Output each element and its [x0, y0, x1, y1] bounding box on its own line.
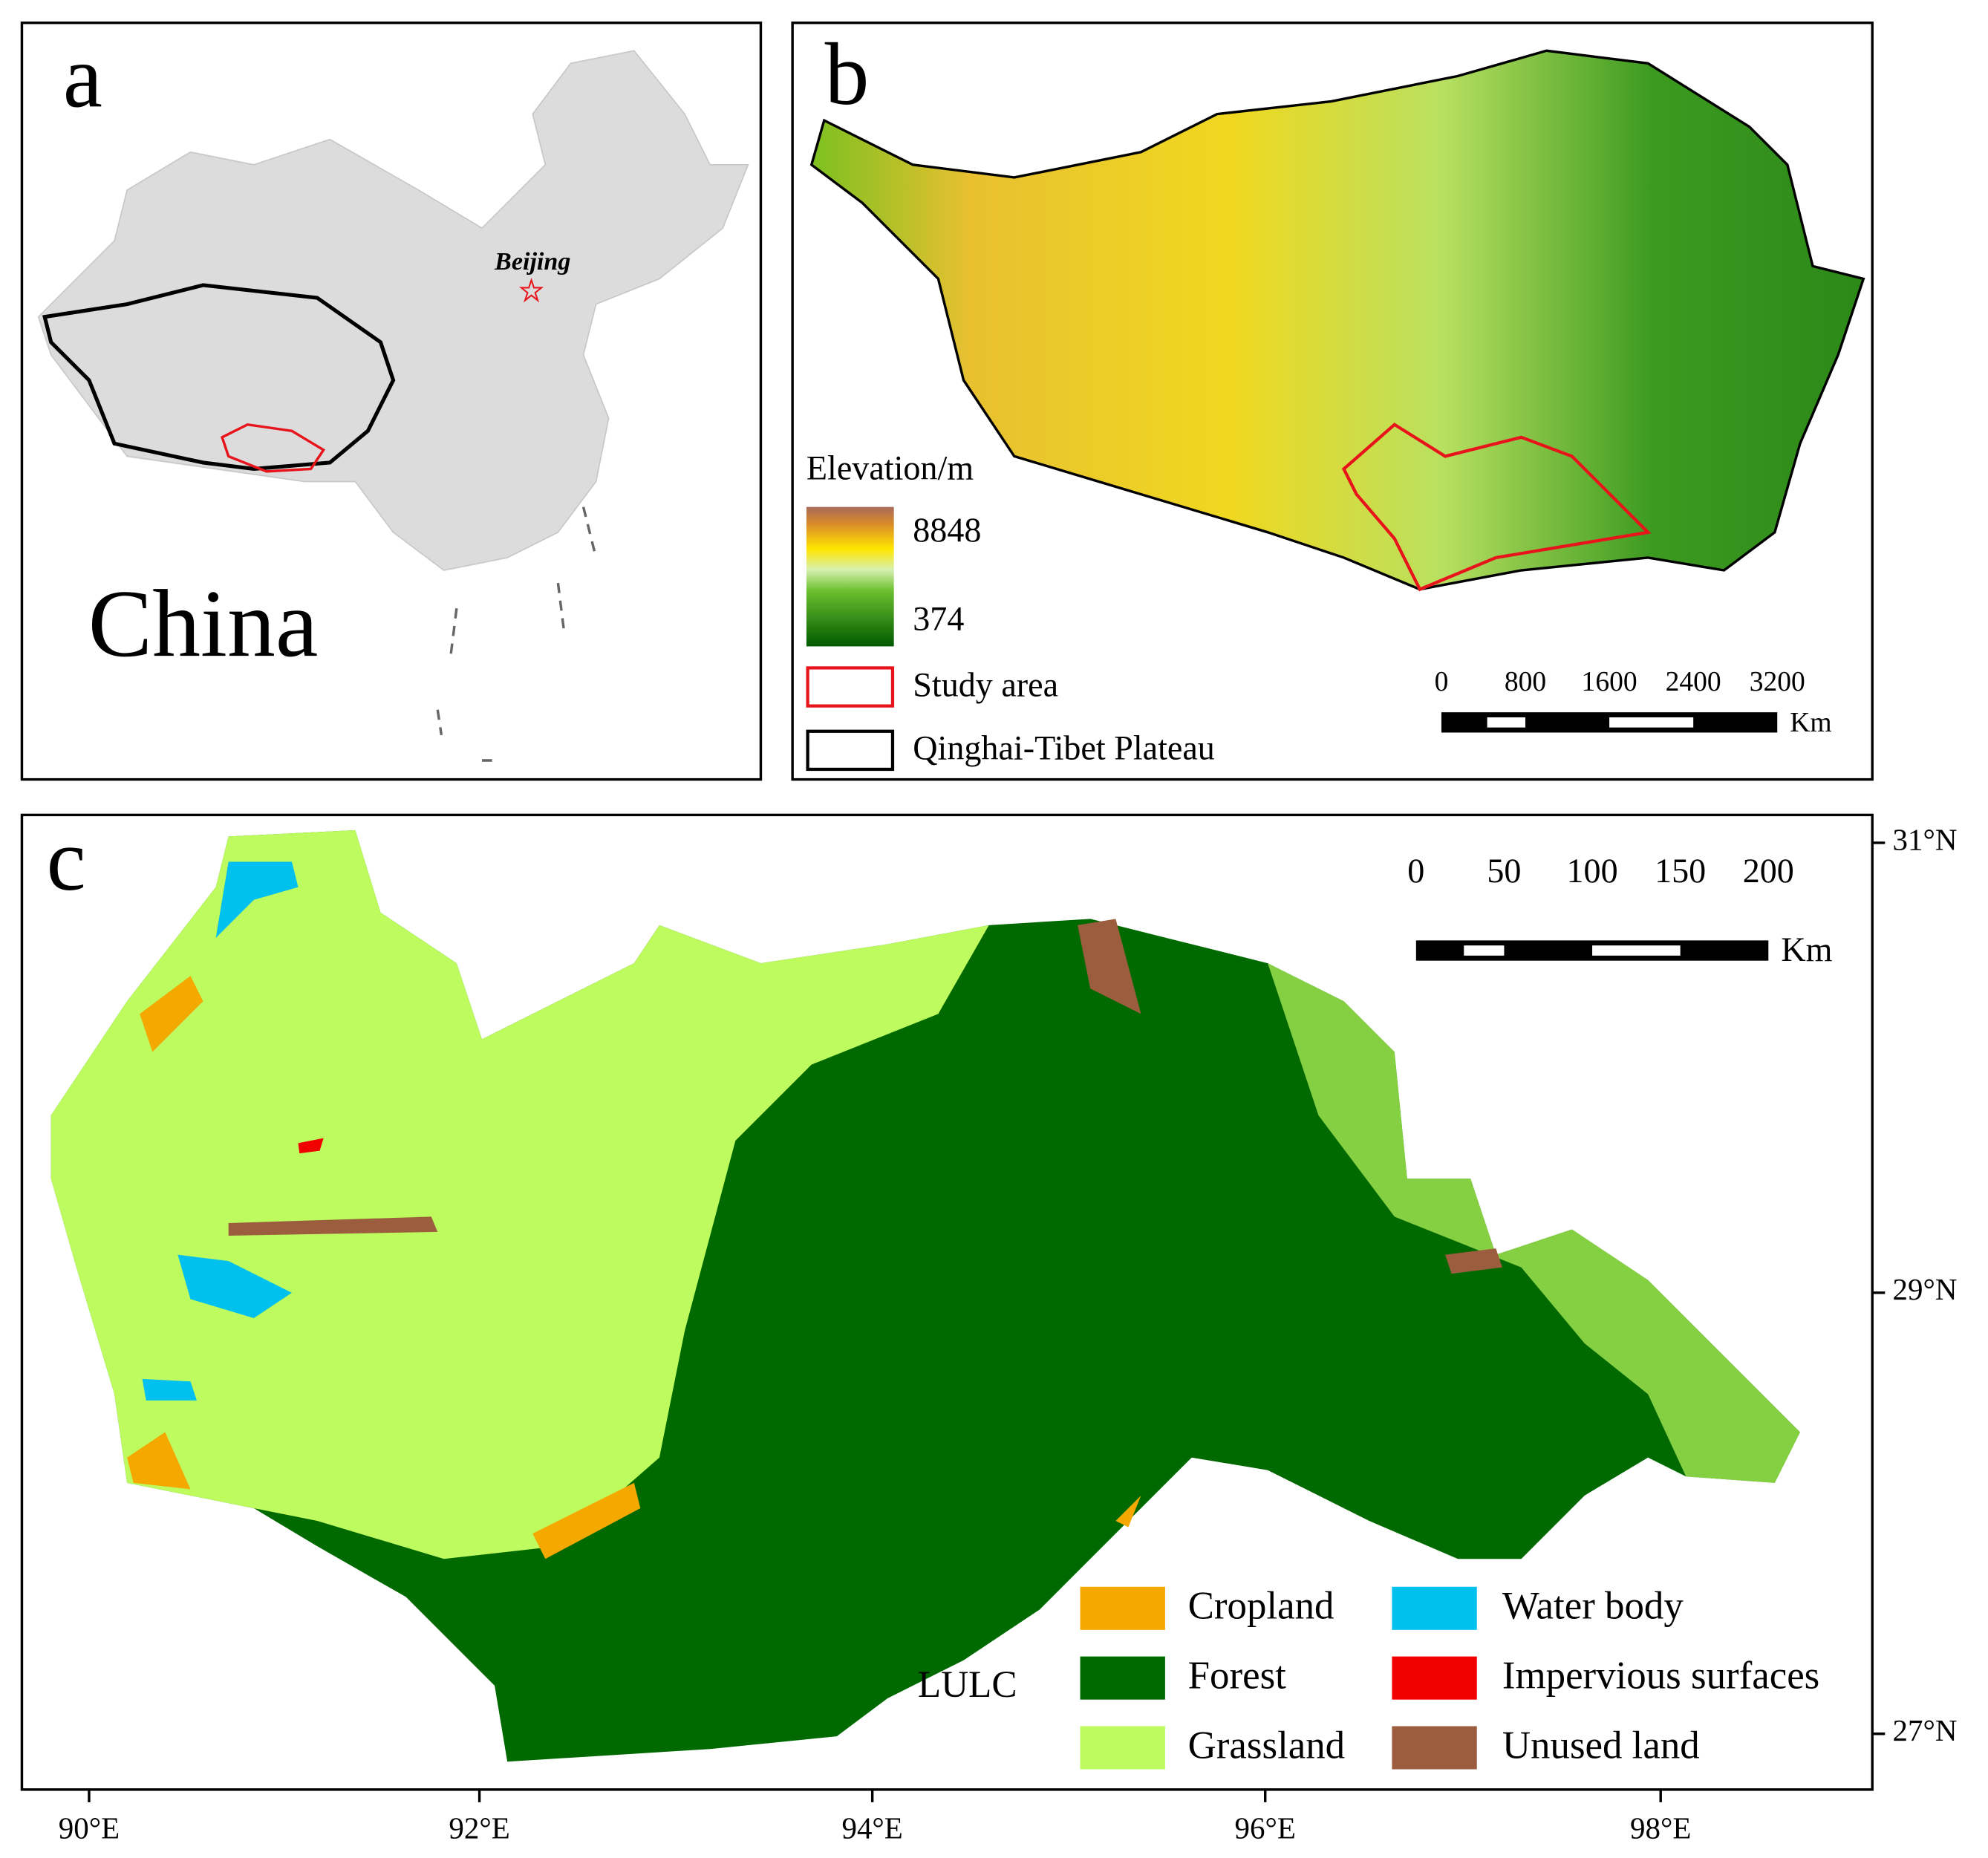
lon-label: 98°E	[1630, 1811, 1691, 1845]
lon-label: 96°E	[1235, 1811, 1296, 1845]
impervious-area	[298, 1138, 324, 1154]
scale-label: 1600	[1582, 667, 1637, 697]
lon-label: 92°E	[449, 1811, 509, 1845]
legend-swatch	[1080, 1656, 1165, 1700]
scale-bar-segment	[1609, 717, 1694, 728]
scale-bar: 0 800 1600 2400 3200 Km	[1435, 667, 1832, 738]
scale-label: 100	[1566, 852, 1617, 890]
elevation-map	[809, 49, 1865, 591]
elevation-max-label: 8848	[913, 511, 981, 549]
legend-swatch	[1080, 1726, 1165, 1770]
panel-label: c	[47, 811, 86, 909]
legend-label: Cropland	[1188, 1585, 1334, 1628]
legend-label: Qinghai-Tibet Plateau	[913, 729, 1215, 767]
legend-swatch	[1392, 1726, 1477, 1770]
plateau-outline	[42, 283, 396, 472]
study-area-outline	[221, 423, 326, 473]
legend-title: LULC	[918, 1663, 1017, 1706]
scale-label: 150	[1655, 852, 1706, 890]
legend-label: Water body	[1502, 1585, 1684, 1628]
scale-label: 800	[1505, 667, 1546, 697]
graticule-labels: 31°N 29°N 27°N 90°E 92°E 94°E 96°E 98°E	[59, 822, 1958, 1845]
scale-bar: 0 50 100 150 200 Km	[1407, 852, 1832, 968]
legend-label: Forest	[1188, 1654, 1287, 1697]
legend-title: Elevation/m	[806, 449, 974, 486]
scale-bar-segment	[1487, 717, 1526, 728]
legend-label: Study area	[913, 665, 1058, 703]
legend: Cropland Forest Grassland Water body Impervi…	[1080, 1585, 1819, 1770]
legend-swatch	[1392, 1586, 1477, 1630]
legend-label: Impervious surfaces	[1502, 1654, 1819, 1697]
scale-label: 50	[1487, 852, 1521, 890]
grassland-area	[1268, 963, 1800, 1483]
scale-label: 200	[1743, 852, 1794, 890]
capital-star	[518, 277, 544, 303]
lat-label: 27°N	[1893, 1713, 1958, 1747]
scale-label: 3200	[1750, 667, 1805, 697]
legend-label: Unused land	[1502, 1724, 1700, 1767]
legend-swatch	[1080, 1586, 1165, 1630]
country-label: China	[88, 570, 319, 677]
water-area	[142, 861, 299, 1401]
lat-label: 31°N	[1893, 822, 1958, 856]
sea-boundary	[436, 506, 598, 762]
scale-unit: Km	[1790, 708, 1831, 738]
panel-label: a	[63, 27, 102, 126]
elevation-min-label: 374	[913, 600, 964, 638]
lon-label: 90°E	[59, 1811, 120, 1845]
legend-swatch	[1392, 1656, 1477, 1700]
lon-label: 94°E	[841, 1811, 902, 1845]
legend-swatch	[806, 666, 895, 708]
scale-label: 0	[1407, 852, 1424, 890]
scale-unit: Km	[1781, 930, 1832, 968]
lat-label: 29°N	[1893, 1272, 1958, 1306]
city-label: Beijing	[494, 248, 570, 276]
scale-label: 0	[1435, 667, 1449, 697]
legend-label: Grassland	[1188, 1724, 1346, 1767]
china-map	[37, 50, 749, 571]
study-area-outline	[1341, 423, 1652, 592]
legend: Study area Qinghai-Tibet Plateau	[806, 665, 1215, 772]
panel-label: b	[825, 25, 870, 123]
scale-label: 2400	[1666, 667, 1721, 697]
scale-bar-segment	[1592, 945, 1681, 956]
scale-bar-segment	[1464, 945, 1505, 956]
legend-swatch	[806, 729, 895, 772]
elevation-colorbar	[806, 506, 894, 647]
grassland-area	[50, 829, 989, 1559]
